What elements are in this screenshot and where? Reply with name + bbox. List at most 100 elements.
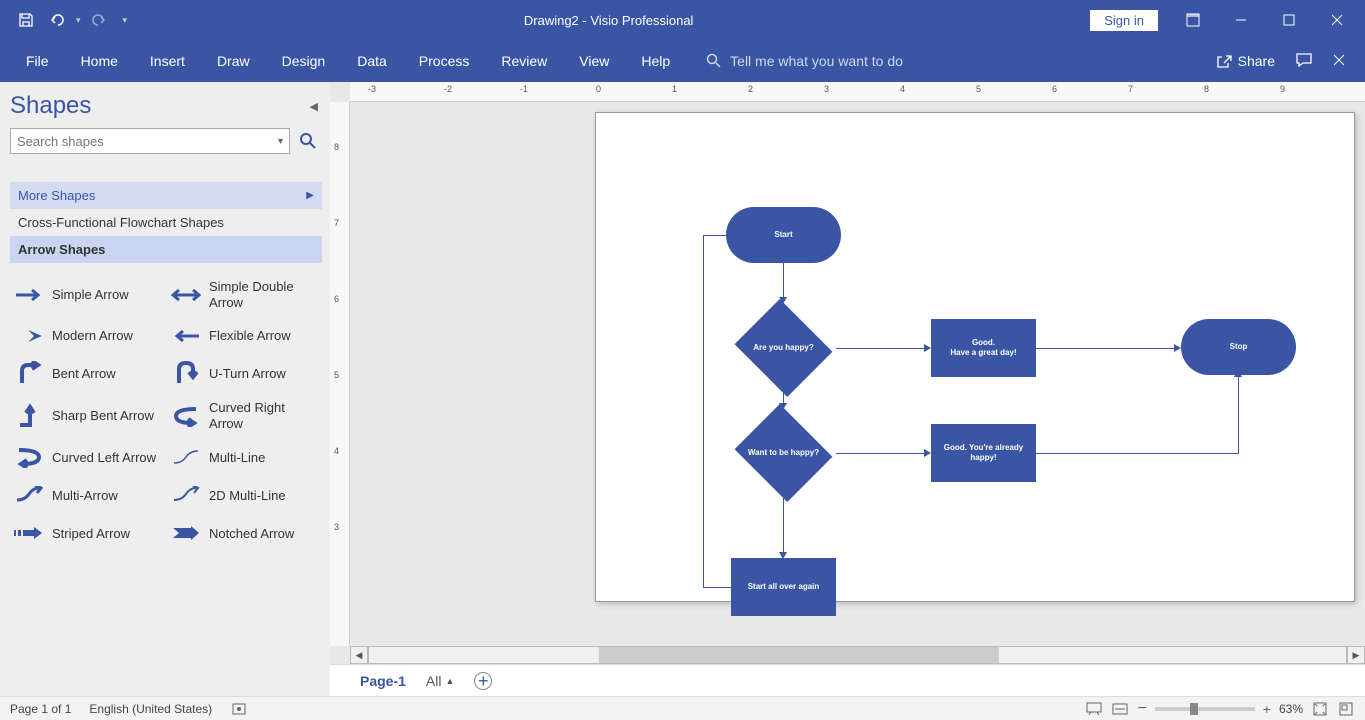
connector [783, 498, 784, 554]
pan-zoom-icon[interactable] [1337, 700, 1355, 718]
add-page-button[interactable]: + [474, 672, 492, 690]
fit-page-icon[interactable] [1311, 700, 1329, 718]
tab-data[interactable]: Data [341, 40, 403, 82]
flowchart: Start Are you happy? Good. Have a great … [596, 113, 1354, 601]
connector [1238, 375, 1239, 454]
shapes-panel: Shapes ◀ ▾ More Shapes ▶ Cross-Functiona… [0, 82, 330, 696]
search-dropdown-icon[interactable]: ▾ [278, 136, 283, 147]
shape-simple-arrow[interactable]: Simple Arrow [10, 273, 165, 316]
tab-process[interactable]: Process [403, 40, 486, 82]
save-button[interactable] [12, 6, 40, 34]
horizontal-scrollbar[interactable]: ◀ ▶ [330, 646, 1365, 664]
shape-modern-arrow[interactable]: Modern Arrow [10, 318, 165, 354]
node-stop[interactable]: Stop [1181, 319, 1296, 375]
shape-2d-multi-line[interactable]: 2D Multi-Line [167, 477, 322, 513]
shape-curved-right-arrow[interactable]: Curved Right Arrow [167, 394, 322, 437]
scroll-thumb[interactable] [599, 647, 999, 663]
tab-review[interactable]: Review [485, 40, 563, 82]
node-decision-happy[interactable]: Are you happy? [731, 303, 836, 393]
multi-line-icon [171, 445, 201, 469]
shape-notched-arrow[interactable]: Notched Arrow [167, 515, 322, 551]
node-label: Stop [1230, 342, 1248, 352]
tab-insert[interactable]: Insert [134, 40, 201, 82]
shape-flexible-arrow[interactable]: Flexible Arrow [167, 318, 322, 354]
scroll-right-button[interactable]: ▶ [1347, 646, 1365, 664]
tell-me-search[interactable]: Tell me what you want to do [686, 53, 903, 69]
more-shapes-button[interactable]: More Shapes ▶ [10, 182, 322, 209]
scroll-left-button[interactable]: ◀ [350, 646, 368, 664]
maximize-button[interactable] [1266, 0, 1312, 40]
tab-help[interactable]: Help [625, 40, 686, 82]
connector [1036, 453, 1239, 454]
search-icon [299, 132, 317, 150]
node-start[interactable]: Start [726, 207, 841, 263]
shape-label: Modern Arrow [52, 328, 133, 344]
undo-button[interactable] [44, 6, 72, 34]
node-label: Start all over again [748, 582, 820, 592]
shapes-panel-title: Shapes [10, 92, 91, 120]
tab-home[interactable]: Home [65, 40, 134, 82]
shape-search-input[interactable] [17, 134, 278, 149]
canvas-viewport[interactable]: Start Are you happy? Good. Have a great … [350, 102, 1365, 646]
shape-uturn-arrow[interactable]: U-Turn Arrow [167, 356, 322, 392]
zoom-level[interactable]: 63% [1279, 702, 1303, 716]
language-indicator[interactable]: English (United States) [89, 702, 212, 716]
shape-multi-line[interactable]: Multi-Line [167, 439, 322, 475]
shape-curved-left-arrow[interactable]: Curved Left Arrow [10, 439, 165, 475]
modern-arrow-icon [14, 324, 44, 348]
node-good-day[interactable]: Good. Have a great day! [931, 319, 1036, 377]
shape-label: Striped Arrow [52, 526, 130, 542]
zoom-in-button[interactable]: + [1263, 701, 1271, 717]
shape-label: 2D Multi-Line [209, 488, 286, 504]
comments-button[interactable] [1295, 51, 1313, 72]
tab-view[interactable]: View [563, 40, 625, 82]
curved-right-arrow-icon [171, 404, 201, 428]
tab-draw[interactable]: Draw [201, 40, 266, 82]
shape-multi-arrow[interactable]: Multi-Arrow [10, 477, 165, 513]
flexible-arrow-icon [171, 324, 201, 348]
ribbon-options-button[interactable] [1170, 0, 1216, 40]
node-already-happy[interactable]: Good. You're already happy! [931, 424, 1036, 482]
tab-file[interactable]: File [10, 40, 65, 82]
notched-arrow-icon [171, 521, 201, 545]
shape-label: Curved Left Arrow [52, 450, 156, 466]
sharp-bent-arrow-icon [14, 404, 44, 428]
search-button[interactable] [294, 128, 322, 154]
shape-simple-double-arrow[interactable]: Simple Double Arrow [167, 273, 322, 316]
share-button[interactable]: Share [1216, 53, 1275, 69]
category-crossfunctional[interactable]: Cross-Functional Flowchart Shapes [10, 209, 322, 236]
shape-search-box[interactable]: ▾ [10, 128, 290, 154]
share-icon [1216, 53, 1232, 69]
zoom-slider-thumb[interactable] [1190, 703, 1198, 715]
close-button[interactable] [1314, 0, 1360, 40]
shape-striped-arrow[interactable]: Striped Arrow [10, 515, 165, 551]
close-ribbon-button[interactable] [1333, 53, 1345, 69]
shape-label: Multi-Line [209, 450, 265, 466]
ruler-horizontal: -3 -2 -1 0 1 2 3 4 5 6 7 8 9 [350, 82, 1365, 102]
presentation-mode-icon[interactable] [1085, 700, 1103, 718]
node-label: Want to be happy? [748, 448, 819, 458]
drawing-page[interactable]: Start Are you happy? Good. Have a great … [595, 112, 1355, 602]
curved-left-arrow-icon [14, 445, 44, 469]
node-restart[interactable]: Start all over again [731, 558, 836, 616]
zoom-out-button[interactable]: − [1137, 700, 1146, 718]
shape-sharp-bent-arrow[interactable]: Sharp Bent Arrow [10, 394, 165, 437]
statusbar: Page 1 of 1 English (United States) − + … [0, 696, 1365, 720]
shape-label: Flexible Arrow [209, 328, 291, 344]
connector [1036, 348, 1176, 349]
category-arrow-shapes[interactable]: Arrow Shapes [10, 236, 322, 263]
macro-record-icon[interactable] [230, 700, 248, 718]
tab-design[interactable]: Design [266, 40, 342, 82]
page-tab-all[interactable]: All ▲ [426, 673, 454, 689]
scroll-track[interactable] [368, 646, 1347, 664]
redo-button[interactable] [85, 6, 113, 34]
collapse-panel-button[interactable]: ◀ [310, 100, 322, 113]
page-width-icon[interactable] [1111, 700, 1129, 718]
page-indicator[interactable]: Page 1 of 1 [10, 702, 71, 716]
shape-bent-arrow[interactable]: Bent Arrow [10, 356, 165, 392]
page-tab-1[interactable]: Page-1 [360, 673, 406, 689]
node-decision-want-happy[interactable]: Want to be happy? [731, 408, 836, 498]
zoom-slider[interactable] [1155, 707, 1255, 711]
minimize-button[interactable] [1218, 0, 1264, 40]
signin-button[interactable]: Sign in [1090, 10, 1158, 31]
